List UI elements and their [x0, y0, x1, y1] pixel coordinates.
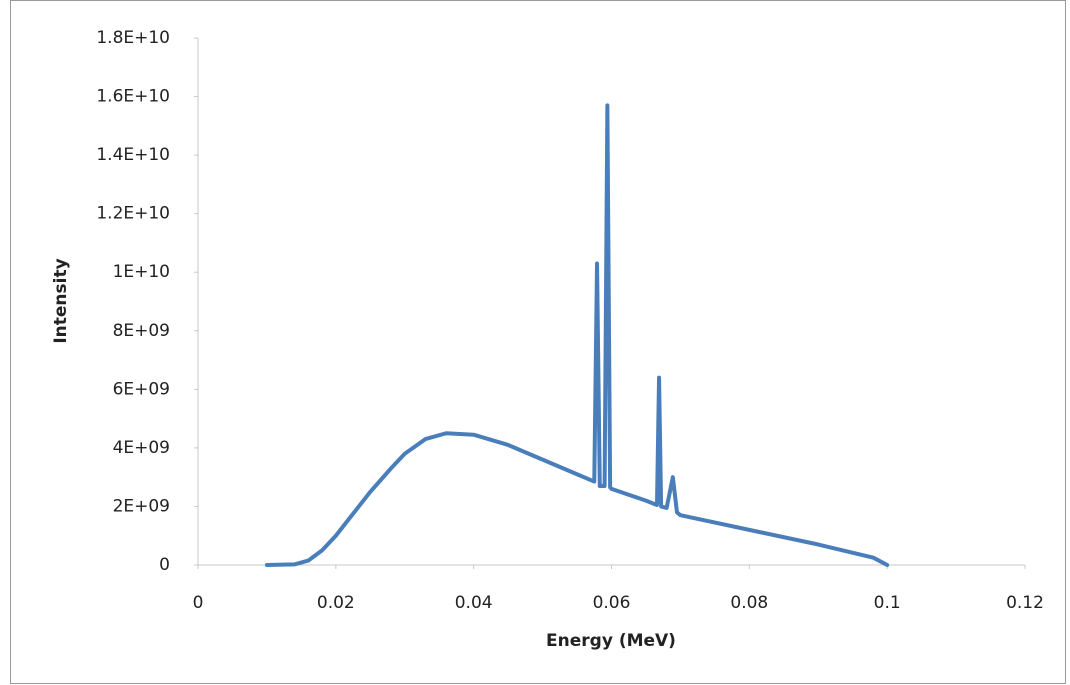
y-tick-label: 1.4E+10 [96, 145, 170, 165]
y-tick-label: 1.8E+10 [96, 28, 170, 48]
y-tick-label: 0 [159, 555, 170, 575]
x-tick-label: 0.1 [874, 593, 901, 613]
y-tick-label: 1E+10 [113, 262, 170, 282]
chart: Intensity Energy (MeV) 0 2E+09 4E+09 6E+09 8… [0, 0, 1070, 685]
x-tick-label: 0.08 [730, 593, 768, 613]
y-tick-label: 8E+09 [113, 321, 170, 341]
y-tick-label: 4E+09 [113, 438, 170, 458]
x-tick-label: 0.06 [593, 593, 631, 613]
y-tick-label: 6E+09 [113, 379, 170, 399]
x-tick-label: 0.04 [455, 593, 493, 613]
y-tick-label: 1.2E+10 [96, 204, 170, 224]
x-tick-label: 0 [193, 593, 204, 613]
x-axis-title: Energy (MeV) [546, 631, 676, 651]
y-tick-label: 2E+09 [113, 496, 170, 516]
x-tick-label: 0.02 [317, 593, 355, 613]
x-tick-label: 0.12 [1006, 593, 1044, 613]
y-axis-title: Intensity [51, 258, 71, 343]
y-tick-label: 1.6E+10 [96, 87, 170, 107]
